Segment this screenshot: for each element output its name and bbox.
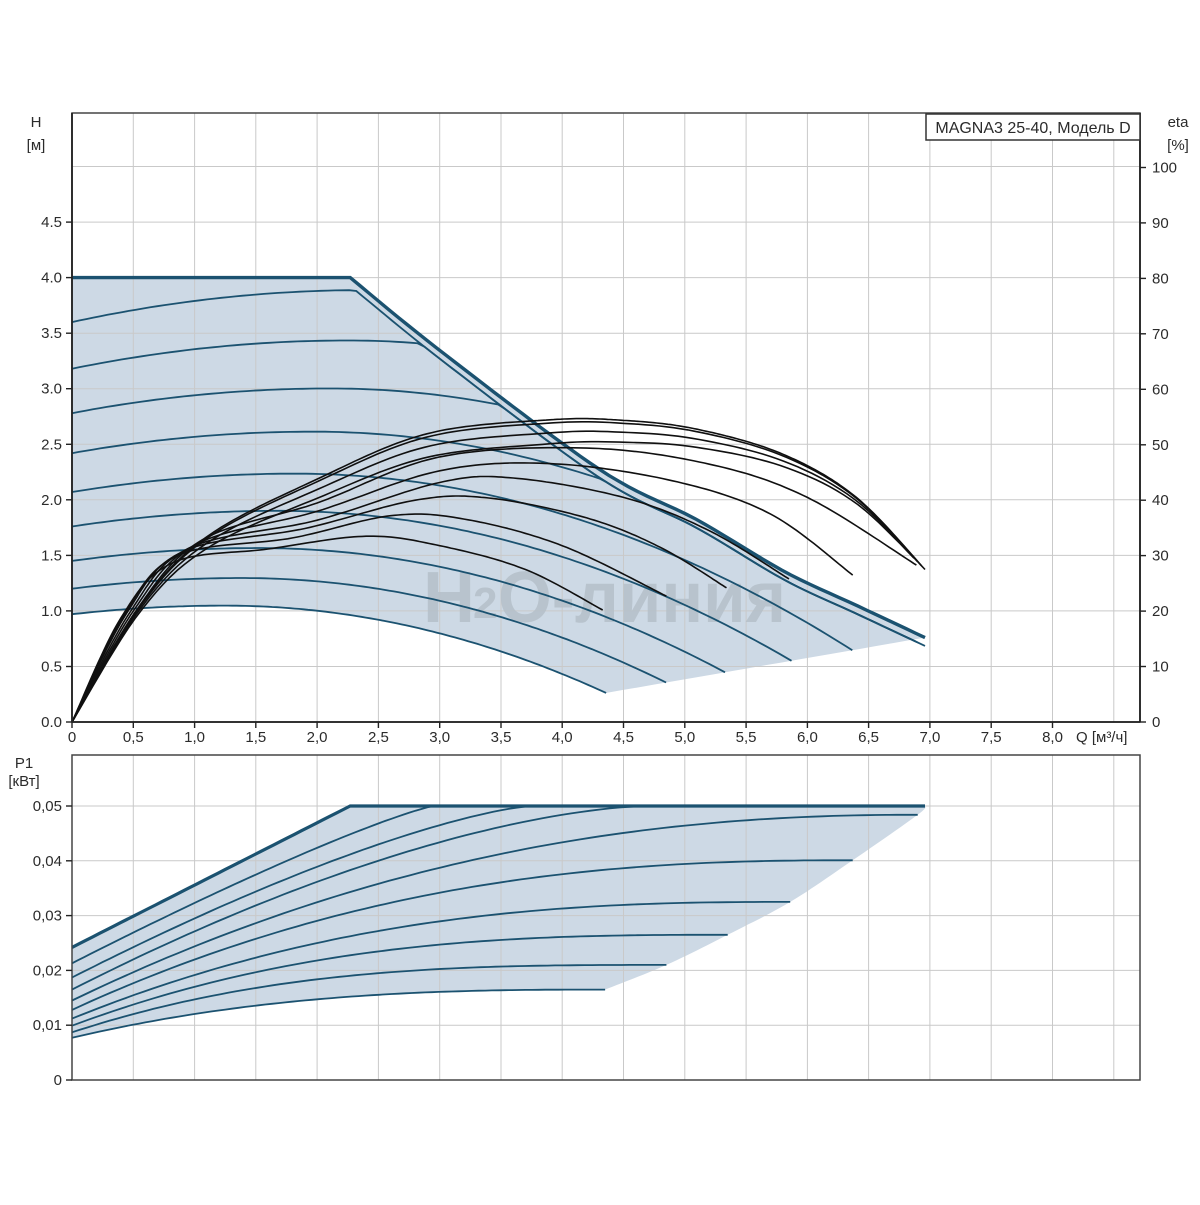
svg-text:3,5: 3,5 xyxy=(491,729,512,746)
svg-text:20: 20 xyxy=(1152,603,1169,620)
svg-text:MAGNA3 25-40, Модель D: MAGNA3 25-40, Модель D xyxy=(935,120,1130,137)
svg-text:6,0: 6,0 xyxy=(797,729,818,746)
svg-text:3.0: 3.0 xyxy=(41,381,62,398)
svg-text:3,0: 3,0 xyxy=(429,729,450,746)
svg-text:4.0: 4.0 xyxy=(41,270,62,287)
svg-text:[кВт]: [кВт] xyxy=(8,773,39,790)
svg-text:100: 100 xyxy=(1152,160,1177,177)
svg-text:2,0: 2,0 xyxy=(307,729,328,746)
svg-text:2.5: 2.5 xyxy=(41,436,62,453)
svg-text:30: 30 xyxy=(1152,548,1169,565)
svg-text:1,0: 1,0 xyxy=(184,729,205,746)
svg-text:4,5: 4,5 xyxy=(613,729,634,746)
svg-text:1,5: 1,5 xyxy=(245,729,266,746)
svg-text:0,02: 0,02 xyxy=(33,962,62,979)
svg-text:[%]: [%] xyxy=(1167,137,1189,154)
svg-text:0: 0 xyxy=(1152,714,1160,731)
svg-text:0,05: 0,05 xyxy=(33,798,62,815)
svg-text:1.5: 1.5 xyxy=(41,547,62,564)
svg-text:6,5: 6,5 xyxy=(858,729,879,746)
svg-text:1.0: 1.0 xyxy=(41,603,62,620)
svg-text:5,0: 5,0 xyxy=(674,729,695,746)
svg-text:8,0: 8,0 xyxy=(1042,729,1063,746)
svg-text:80: 80 xyxy=(1152,270,1169,287)
svg-text:90: 90 xyxy=(1152,215,1169,232)
svg-text:0.0: 0.0 xyxy=(41,714,62,731)
svg-text:[м]: [м] xyxy=(27,137,46,154)
svg-text:5,5: 5,5 xyxy=(736,729,757,746)
svg-text:O-линия: O-линия xyxy=(498,558,786,638)
svg-text:50: 50 xyxy=(1152,437,1169,454)
svg-text:P1: P1 xyxy=(15,755,33,772)
svg-text:H: H xyxy=(31,114,42,131)
svg-text:eta: eta xyxy=(1168,114,1190,131)
svg-text:2: 2 xyxy=(473,579,497,628)
svg-text:7,0: 7,0 xyxy=(919,729,940,746)
svg-text:4.5: 4.5 xyxy=(41,214,62,231)
svg-text:70: 70 xyxy=(1152,326,1169,343)
svg-text:0,01: 0,01 xyxy=(33,1017,62,1034)
svg-text:0: 0 xyxy=(68,729,76,746)
svg-text:3.5: 3.5 xyxy=(41,325,62,342)
svg-text:0,03: 0,03 xyxy=(33,908,62,925)
svg-text:7,5: 7,5 xyxy=(981,729,1002,746)
svg-text:0: 0 xyxy=(54,1072,62,1089)
svg-text:0,5: 0,5 xyxy=(123,729,144,746)
svg-text:40: 40 xyxy=(1152,492,1169,509)
svg-text:2,5: 2,5 xyxy=(368,729,389,746)
svg-text:10: 10 xyxy=(1152,659,1169,676)
svg-text:4,0: 4,0 xyxy=(552,729,573,746)
svg-text:2.0: 2.0 xyxy=(41,492,62,509)
svg-text:Q [м³/ч]: Q [м³/ч] xyxy=(1076,729,1127,746)
svg-text:60: 60 xyxy=(1152,381,1169,398)
svg-text:0.5: 0.5 xyxy=(41,659,62,676)
svg-text:0,04: 0,04 xyxy=(33,853,62,870)
